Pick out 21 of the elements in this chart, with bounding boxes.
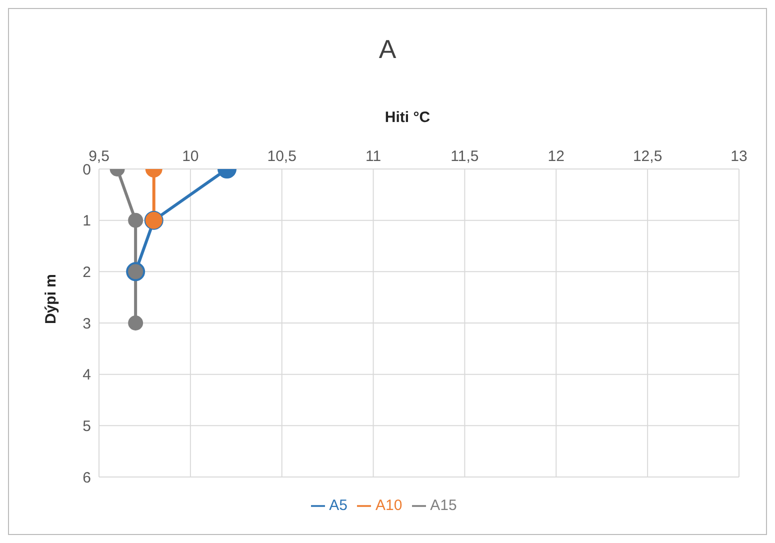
y-tick-label: 6: [82, 469, 91, 486]
y-tick-label: 3: [82, 315, 91, 332]
x-tick-label: 11,5: [450, 148, 479, 165]
x-tick-label: 10,5: [267, 148, 296, 165]
legend-label: A10: [375, 497, 402, 514]
y-tick-label: 5: [82, 418, 91, 435]
y-tick-label: 4: [82, 366, 91, 384]
y-tick-label: 1: [82, 212, 91, 230]
y-tick-label: 2: [82, 264, 91, 281]
y-tick-label: 0: [82, 161, 91, 178]
legend-label: A5: [329, 497, 348, 514]
x-tick-label: 12: [548, 148, 564, 165]
x-tick-label: 12,5: [632, 148, 662, 165]
x-tick-label: 11: [365, 148, 382, 165]
x-tick-label: 9,5: [88, 148, 110, 165]
y-axis-title: Dýpi m: [42, 274, 60, 324]
x-axis-title: Hiti °C: [384, 109, 432, 126]
chart-title: A: [378, 34, 398, 65]
x-tick-label: 13: [730, 148, 748, 165]
legend-label: A15: [430, 497, 457, 514]
x-tick-label: 10: [182, 148, 199, 165]
